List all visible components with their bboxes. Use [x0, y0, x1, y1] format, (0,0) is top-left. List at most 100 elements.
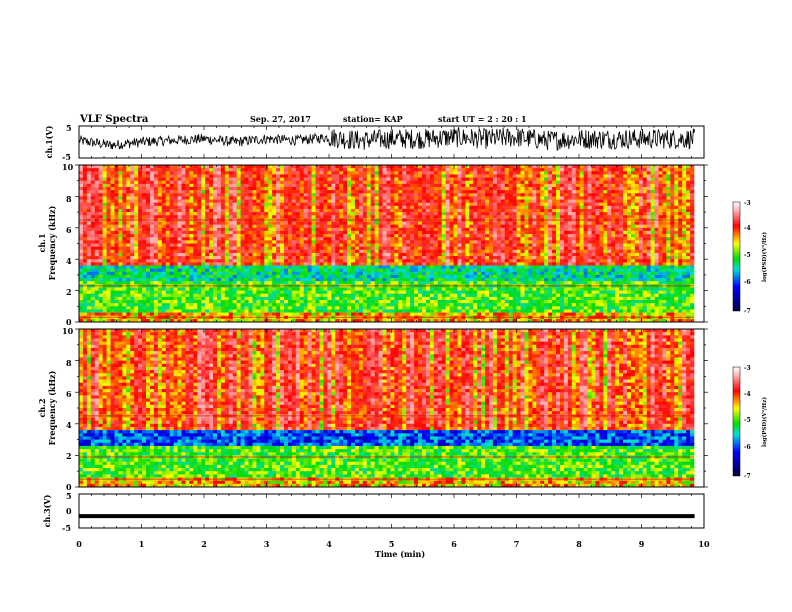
spectrogram-cell	[276, 256, 281, 260]
spectrogram-cell	[327, 186, 332, 191]
spectrogram-cell	[354, 256, 360, 260]
spectrogram-cell	[339, 278, 344, 282]
spectrogram-cell	[453, 265, 458, 269]
spectrogram-cell	[268, 243, 273, 247]
spectrogram-cell	[457, 174, 462, 178]
spectrogram-cell	[146, 268, 151, 273]
spectrogram-cell	[224, 281, 230, 285]
spectrogram-cell	[189, 224, 194, 229]
spectrogram-cell	[291, 221, 297, 225]
spectrogram-cell	[114, 168, 119, 172]
spectrogram-cell	[433, 243, 439, 247]
spectrogram-cell	[284, 271, 289, 276]
spectrogram-cell	[343, 168, 348, 172]
spectrogram-cell	[79, 190, 84, 194]
spectrogram-cell	[421, 177, 427, 181]
spectrogram-cell	[410, 243, 415, 247]
spectrogram-cell	[272, 252, 277, 257]
spectrogram-cell	[106, 171, 111, 175]
spectrogram-cell	[394, 212, 399, 216]
spectrogram-cell	[370, 243, 375, 247]
spectrogram-cell	[303, 306, 308, 310]
spectrogram-cell	[378, 318, 383, 323]
spectrogram-cell	[161, 293, 167, 298]
spectrogram-cell	[169, 177, 174, 181]
spectrogram-cell	[382, 234, 387, 238]
spectrogram-cell	[287, 215, 293, 219]
spectrogram-cell	[260, 296, 265, 301]
spectrogram-cell	[197, 208, 202, 213]
spectrogram-cell	[449, 274, 454, 279]
spectrogram-cell	[181, 306, 186, 310]
spectrogram-cell	[205, 306, 210, 310]
spectrogram-cell	[457, 190, 462, 194]
spectrogram-cell	[299, 293, 305, 298]
spectrogram-cell	[362, 249, 368, 254]
spectrogram-cell	[220, 281, 226, 285]
spectrogram-cell	[414, 202, 419, 207]
spectrogram-cell	[441, 268, 446, 273]
spectrogram-cell	[110, 249, 115, 254]
spectrogram-cell	[445, 287, 450, 291]
spectrogram-cell	[126, 227, 131, 232]
spectrogram-cell	[370, 180, 375, 185]
spectrogram-cell	[134, 237, 139, 241]
spectrogram-cell	[216, 243, 222, 247]
spectrogram-cell	[138, 262, 143, 266]
spectrogram-cell	[339, 237, 344, 241]
spectrogram-cell	[445, 256, 450, 260]
spectrogram-cell	[240, 174, 245, 178]
spectrogram-cell	[209, 278, 214, 282]
spectrogram-cell	[425, 312, 431, 317]
spectrogram-cell	[228, 303, 234, 307]
spectrogram-cell	[307, 237, 312, 241]
spectrogram-cell	[82, 274, 88, 279]
spectrogram-cell	[161, 230, 167, 235]
spectrogram-cell	[102, 196, 107, 200]
spectrogram-cell	[86, 287, 92, 291]
spectrogram-cell	[343, 303, 348, 307]
spectrogram-cell	[209, 249, 214, 254]
spectrogram-cell	[406, 199, 411, 203]
spectrogram-cell	[177, 246, 182, 251]
spectrogram-cell	[370, 168, 375, 172]
spectrogram-cell	[244, 249, 249, 254]
spectrogram-cell	[189, 265, 194, 269]
spectrogram-cell	[425, 318, 431, 323]
spectrogram-cell	[86, 259, 92, 263]
spectrogram-cell	[347, 205, 352, 210]
spectrogram-cell	[280, 168, 285, 172]
spectrogram-cell	[414, 271, 419, 276]
spectrogram-cell	[433, 318, 439, 323]
spectrogram-cell	[421, 300, 427, 304]
spectrogram-cell	[244, 281, 249, 285]
spectrogram-cell	[153, 221, 159, 225]
spectrogram-cell	[382, 296, 387, 301]
spectrogram-cell	[445, 259, 450, 263]
spectrogram-cell	[130, 246, 135, 251]
spectrogram-cell	[197, 240, 202, 244]
spectrogram-cell	[394, 180, 399, 185]
spectrogram-cell	[193, 246, 198, 251]
spectrogram-cell	[343, 193, 348, 197]
spectrogram-cell	[406, 252, 411, 257]
spectrogram-cell	[153, 224, 159, 229]
spectrogram-cell	[378, 168, 383, 172]
spectrogram-cell	[153, 193, 159, 197]
spectrogram-cell	[165, 287, 170, 291]
spectrogram-cell	[264, 249, 269, 254]
spectrogram-cell	[90, 252, 96, 257]
spectrogram-cell	[295, 193, 301, 197]
spectrogram-cell	[461, 215, 466, 219]
spectrogram-cell	[410, 296, 415, 301]
spectrogram-cell	[398, 196, 403, 200]
spectrogram-cell	[256, 183, 261, 188]
spectrogram-cell	[213, 171, 218, 175]
spectrogram-cell	[224, 309, 230, 313]
spectrogram-cell	[370, 208, 375, 213]
spectrogram-cell	[406, 300, 411, 304]
spectrogram-cell	[351, 165, 356, 169]
spectrogram-cell	[386, 259, 391, 263]
spectrogram-cell	[173, 171, 178, 175]
spectrogram-cell	[394, 186, 399, 191]
